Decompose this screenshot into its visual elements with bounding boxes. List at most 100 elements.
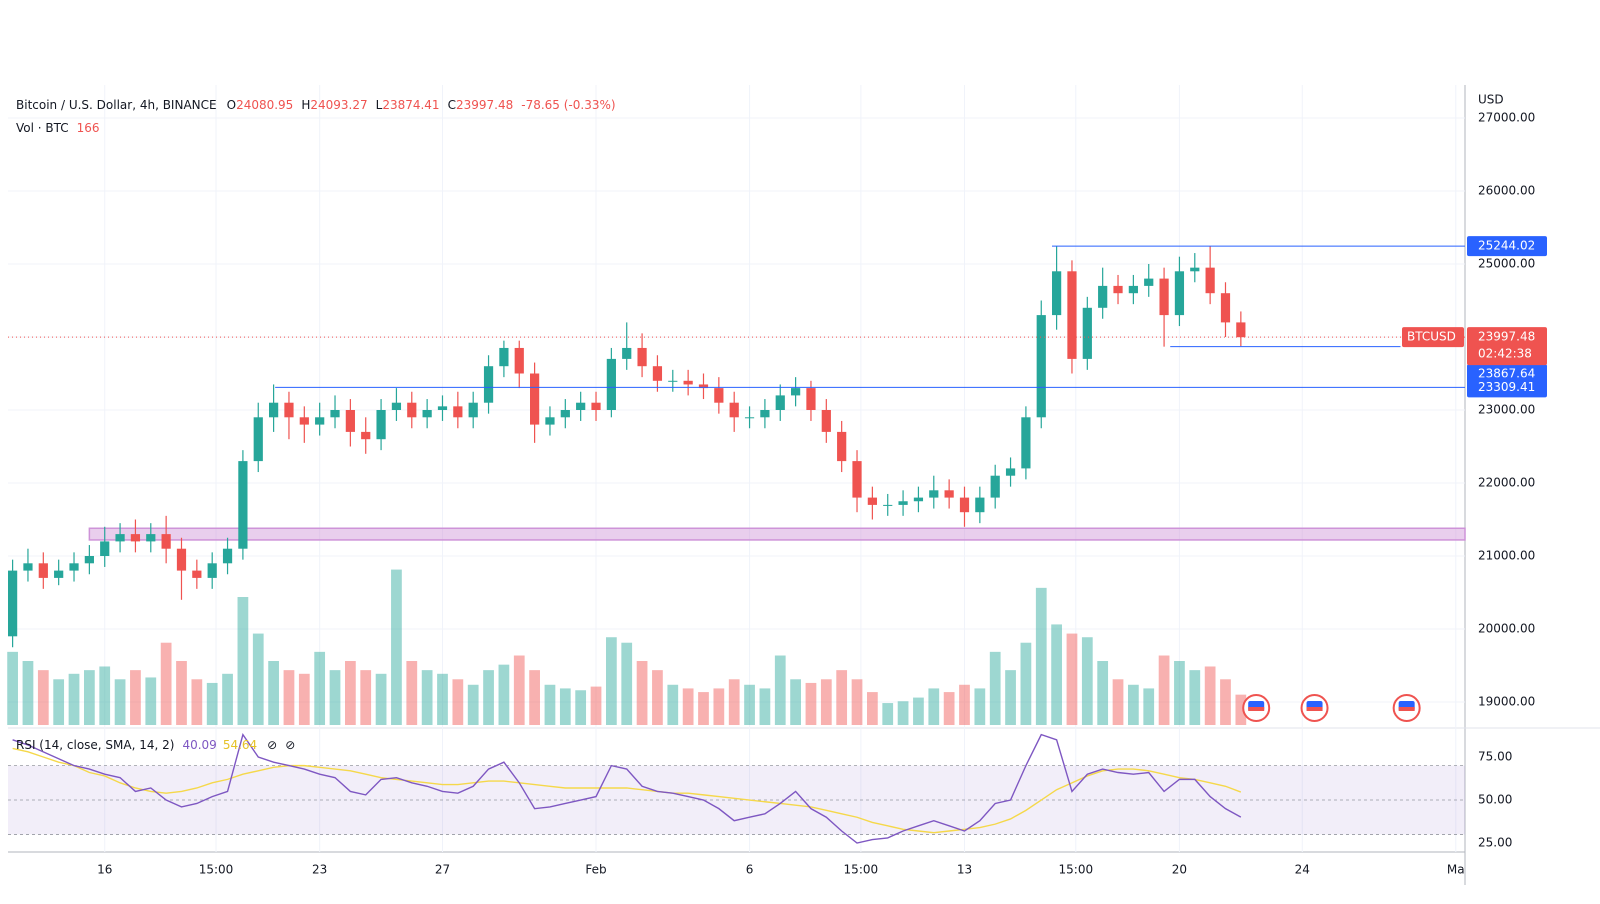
event-flag-stripe	[1398, 707, 1415, 711]
event-flag-stripe	[1306, 707, 1323, 711]
candle-body	[100, 541, 110, 557]
candle-body	[637, 347, 647, 367]
volume-bar	[1081, 637, 1093, 725]
candle-body	[959, 497, 970, 513]
volume-bar	[360, 670, 372, 725]
y-tick-label: 23000.00	[1478, 403, 1535, 417]
candle-body	[84, 556, 94, 564]
candle-body	[207, 563, 217, 578]
level-badge-text: 25244.02	[1478, 239, 1535, 253]
price-badge-text: 23997.48	[1478, 330, 1535, 344]
level-badge-text: 23867.64	[1478, 367, 1535, 381]
volume-bar	[283, 670, 295, 725]
candle-body	[115, 534, 125, 542]
x-tick-label: 23	[312, 863, 327, 877]
volume-bar	[713, 688, 725, 725]
candle-body	[821, 410, 831, 432]
candle-body	[8, 570, 18, 637]
candle-body	[483, 366, 494, 403]
candle-body	[499, 347, 509, 367]
candle-body	[161, 534, 171, 549]
candle-body	[238, 461, 248, 549]
volume-bar	[867, 692, 878, 725]
volume-bar	[298, 673, 310, 725]
candle-body	[944, 490, 954, 498]
y-tick-label: 19000.00	[1478, 695, 1535, 709]
candle-body	[23, 563, 33, 571]
candle-body	[253, 417, 263, 462]
volume-bar	[913, 697, 924, 725]
rsi-sma-line	[12, 747, 1242, 834]
candle-body	[606, 358, 616, 411]
volume-bar	[759, 688, 771, 725]
candle-body	[1144, 278, 1154, 286]
volume-bar	[1066, 633, 1078, 725]
volume-bar	[959, 684, 970, 725]
candle-body	[929, 490, 939, 498]
candle-body	[668, 380, 678, 382]
candle-body	[852, 461, 862, 498]
candle-body	[714, 388, 724, 403]
x-tick-label: 27	[435, 863, 450, 877]
candle-body	[1159, 278, 1169, 316]
candle-body	[652, 366, 663, 381]
rsi-sma-value: 54.64	[222, 738, 258, 752]
volume-bar	[467, 684, 479, 725]
volume-bar	[68, 673, 80, 725]
x-tick-label: 16	[97, 863, 112, 877]
rsi-label: RSI (14, close, SMA, 14, 2)	[16, 738, 175, 752]
ohlc-key: H	[301, 98, 311, 112]
candle-body	[1005, 468, 1016, 476]
volume-bar	[698, 692, 709, 725]
candle-body	[913, 497, 924, 502]
candle-body	[1052, 271, 1062, 316]
change: -78.65 (-0.33%)	[521, 98, 616, 112]
hide-icon[interactable]: ⊘	[267, 738, 278, 752]
volume-bar	[22, 661, 34, 725]
candle-body	[622, 347, 632, 359]
candle-body	[1220, 293, 1231, 323]
candle-body	[729, 402, 739, 418]
legend-row: Bitcoin / U.S. Dollar, 4h, BINANCE O24080…	[16, 94, 624, 117]
volume-bar	[774, 655, 786, 725]
volume-bar	[1204, 666, 1216, 725]
candle-body	[330, 410, 340, 418]
volume-bar	[621, 642, 633, 725]
y-tick-label: 26000.00	[1478, 183, 1535, 197]
x-tick-label: 20	[1172, 863, 1187, 877]
candle-body	[361, 431, 371, 440]
volume-bar	[437, 673, 448, 725]
candle-body	[975, 497, 985, 513]
volume-bar	[1174, 661, 1185, 725]
volume-bar	[1097, 661, 1109, 725]
candle-body	[222, 548, 233, 564]
volume-bar	[989, 651, 1001, 725]
volume-bar	[7, 651, 18, 725]
volume-bar	[375, 673, 387, 725]
candle-body	[1190, 267, 1200, 272]
volume-value: 166	[76, 121, 100, 135]
candle-body	[744, 417, 755, 419]
support-zone	[88, 527, 1466, 541]
candle-body	[437, 406, 448, 411]
rsi-legend: RSI (14, close, SMA, 14, 2) 40.09 54.64 ⊘ ⊘	[16, 738, 295, 752]
y-axis-label: USD	[1478, 93, 1504, 107]
legend: Bitcoin / U.S. Dollar, 4h, BINANCE O24080…	[16, 94, 624, 140]
volume-bar	[191, 679, 203, 725]
candle-body	[69, 563, 79, 571]
x-tick-label: 6	[746, 863, 754, 877]
x-tick-label: 15:00	[199, 863, 234, 877]
rsi-tick-label: 50.00	[1478, 793, 1512, 807]
volume-bar	[329, 670, 341, 725]
volume-bar	[176, 661, 187, 725]
settings-icon[interactable]: ⊘	[285, 738, 296, 752]
volume-bar	[406, 661, 418, 725]
volume-bar	[897, 701, 909, 725]
volume-bar	[222, 673, 233, 725]
candle-body	[530, 373, 540, 425]
ohlc: O24080.95 H24093.27 L23874.41 C23997.48	[227, 98, 522, 112]
ohlc-key: O	[226, 98, 237, 112]
candle-body	[146, 534, 156, 542]
candle-body	[898, 501, 908, 505]
